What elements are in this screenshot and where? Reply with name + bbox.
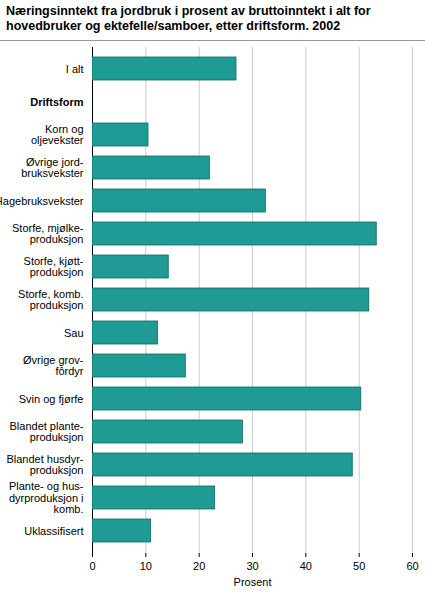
svg-text:Driftsform: Driftsform [30,96,83,108]
svg-text:Blandet husdyr-produksjon: Blandet husdyr-produksjon [6,453,83,477]
html-text:Næringsinntekt fra jordbruk i: Næringsinntekt fra jordbruk i prosent av… [6,4,371,33]
svg-text:Storfe, mjølke-produksjon: Storfe, mjølke-produksjon [12,222,84,246]
svg-text:Blandet plante-produksjon: Blandet plante-produksjon [10,420,84,444]
svg-text:30: 30 [246,560,258,572]
svg-text:0: 0 [89,560,95,572]
svg-text:50: 50 [353,560,365,572]
svg-text:I alt: I alt [66,63,84,75]
svg-text:60: 60 [406,560,418,572]
svg-text:Storfe, komb.produksjon: Storfe, komb.produksjon [18,288,83,312]
svg-text:Hagebruksvekster: Hagebruksvekster [0,195,84,207]
svg-text:Plante- og hus-dyrproduksjon i: Plante- og hus-dyrproduksjon ikomb. [9,480,84,515]
svg-text:Prosent: Prosent [234,576,272,588]
svg-text:Uklassifisert: Uklassifisert [24,525,83,537]
svg-text:10: 10 [140,560,152,572]
svg-text:Øvrige jord-bruksvekster: Øvrige jord-bruksvekster [21,156,84,180]
svg-text:Øvrige grov-fôrdyr: Øvrige grov-fôrdyr [23,354,84,378]
svg-text:Korn ogoljevekster: Korn ogoljevekster [31,123,84,147]
svg-text:Storfe, kjøtt-produksjon: Storfe, kjøtt-produksjon [24,255,84,279]
svg-text:Sau: Sau [64,327,84,339]
svg-text:Svin og fjørfe: Svin og fjørfe [19,393,84,405]
svg-text:40: 40 [300,560,312,572]
svg-text:20: 20 [193,560,205,572]
